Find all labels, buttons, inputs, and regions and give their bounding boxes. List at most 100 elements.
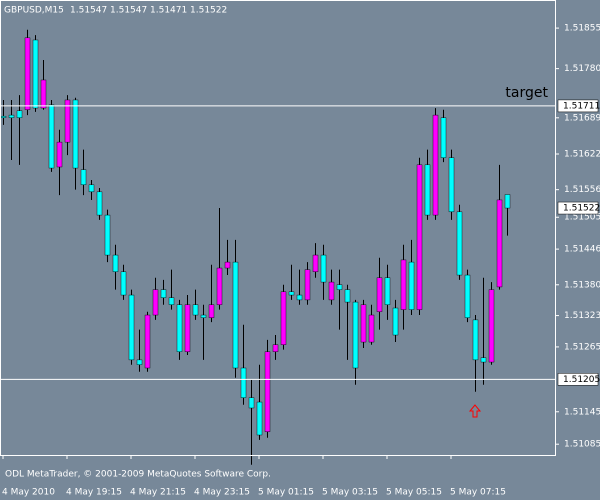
candle-body [224,261,231,269]
candle-body [328,281,335,301]
candle-body [168,297,175,305]
candle-body [72,99,79,169]
candle-body [8,114,15,119]
candle-body [144,314,151,369]
x-tick-label: 5 May 01:15 [258,488,314,498]
candle-body [272,344,279,352]
candle-body [360,304,367,343]
candle-body [352,301,359,369]
hline-tag-bg [557,373,599,386]
bid-tag: 1.51522 [563,204,600,214]
candle-body [184,304,191,352]
candle-body [136,359,143,365]
candle-body [440,117,447,158]
candle-body [432,114,439,216]
candle-body [456,211,463,276]
candle-body [488,289,495,363]
candle-body [128,294,135,361]
candle-body [312,254,319,273]
copyright: ODL MetaTrader, © 2001-2009 MetaQuotes S… [5,470,271,480]
y-tick-label: 1.51855 [564,24,600,34]
hline-tag: 1.51205 [563,375,600,385]
y-tick-label: 1.51689 [564,113,600,123]
candle-body [408,261,415,310]
candle-body [200,314,207,318]
x-tick-label: 5 May 05:15 [386,488,442,498]
header-high: 1.51547 [110,6,147,16]
y-tick-label: 1.51505 [564,213,600,223]
candle-body [104,214,111,256]
candle-body [48,104,55,169]
header-open: 1.51547 [70,6,107,16]
candle-body [416,164,423,310]
candle-body [384,277,391,305]
y-tick-label: 1.51780 [564,64,600,74]
candle-body [216,267,223,305]
candle-body [480,357,487,363]
candle-body [232,261,239,369]
y-tick-label: 1.51446 [564,245,600,255]
x-tick-label: 4 May 21:15 [130,488,186,498]
y-tick-label: 1.51265 [564,342,600,352]
candle-body [160,289,167,298]
candle-body [176,304,183,352]
candle-body [376,277,383,312]
x-tick-label: 4 May 2010 [2,488,55,498]
candle-body [240,367,247,398]
candle-body [464,274,471,318]
candle-body [256,401,263,436]
candle-body [96,191,103,216]
candle-body [504,194,511,209]
candle-body [304,269,311,301]
chart-title: GBPUSD,M15 [4,6,64,16]
x-tick-label: 4 May 19:15 [66,488,122,498]
candle-body [368,314,375,343]
x-tick-label: 5 May 07:15 [450,488,506,498]
arrow-annotation [468,404,482,418]
y-tick-label: 1.51085 [564,440,600,450]
x-tick-label: 5 May 03:15 [322,488,378,498]
candle-body [472,319,479,361]
y-tick-label: 1.51145 [564,407,600,417]
line-label: target [505,85,548,101]
y-tick-label: 1.51556 [564,185,600,195]
candle-body [320,254,327,283]
candle-body [112,254,119,273]
header-low: 1.51471 [150,6,187,16]
candle-body [208,304,215,318]
candle-body [392,307,399,336]
candle-body [16,110,23,119]
candle-body [120,271,127,296]
hline-tag: 1.51711 [563,101,600,111]
candle-body [448,157,455,213]
bid-tag-bg [557,201,599,215]
hline-tag-bg [557,99,599,113]
candle-body [56,141,63,168]
y-tick-label: 1.51323 [564,311,600,321]
candle-body [64,99,71,143]
y-tick-label: 1.51622 [564,150,600,160]
candle-body [80,169,87,186]
y-tick-label: 1.51380 [564,280,600,290]
candle-body [192,304,199,316]
candle-body [496,199,503,288]
candle-body [424,164,431,216]
candle-body [24,37,31,110]
candle-body [40,79,47,109]
candle-body [288,291,295,296]
header-close: 1.51522 [190,6,227,16]
candle-body [264,351,271,432]
candle-body [344,289,351,303]
candle-body [400,259,407,310]
candle-body [88,184,95,193]
candle-body [152,289,159,316]
x-tick-label: 4 May 23:15 [194,488,250,498]
candle-body [248,397,255,409]
candle-body [296,294,303,301]
candle-body [280,291,287,345]
candle-body [32,39,39,109]
candle-body [336,284,343,290]
candle-body [0,115,7,119]
